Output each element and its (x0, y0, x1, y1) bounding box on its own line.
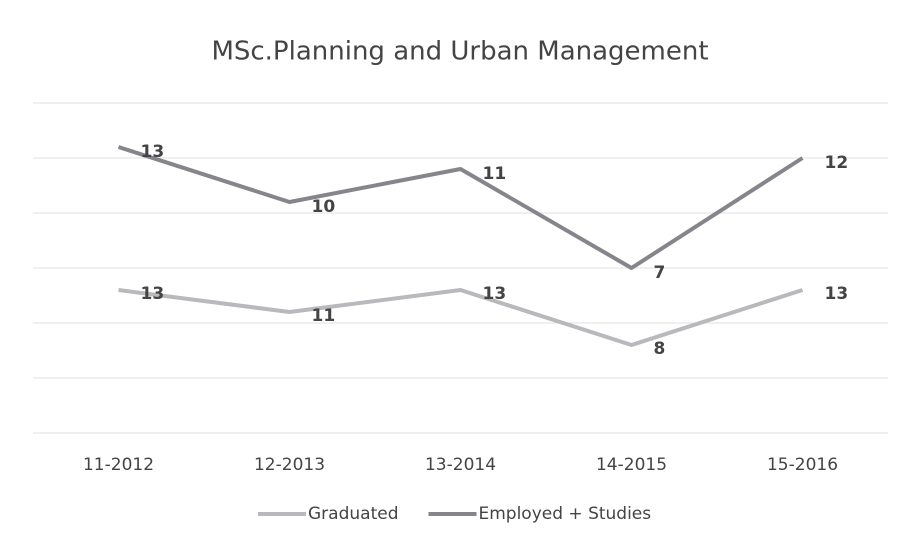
data-label: 11 (312, 306, 336, 326)
data-label: 13 (825, 284, 849, 304)
x-tick-label: 13-2014 (425, 455, 496, 475)
data-label: 8 (654, 339, 666, 359)
data-label: 11 (483, 164, 507, 184)
data-label: 13 (141, 142, 165, 162)
chart-title: MSc.Planning and Urban Management (211, 37, 708, 67)
data-label: 10 (312, 197, 336, 217)
legend-label: Graduated (308, 504, 398, 524)
x-tick-label: 14-2015 (596, 455, 667, 475)
series-line (117, 145, 804, 270)
data-label: 7 (654, 263, 666, 283)
x-tick-label: 15-2016 (767, 455, 838, 475)
data-label: 13 (483, 284, 507, 304)
legend-label: Employed + Studies (478, 504, 651, 524)
data-label: 13 (141, 284, 165, 304)
series-line (118, 288, 804, 347)
x-tick-label: 11-2012 (83, 455, 154, 475)
x-tick-label: 12-2013 (254, 455, 325, 475)
data-label: 12 (825, 153, 849, 173)
